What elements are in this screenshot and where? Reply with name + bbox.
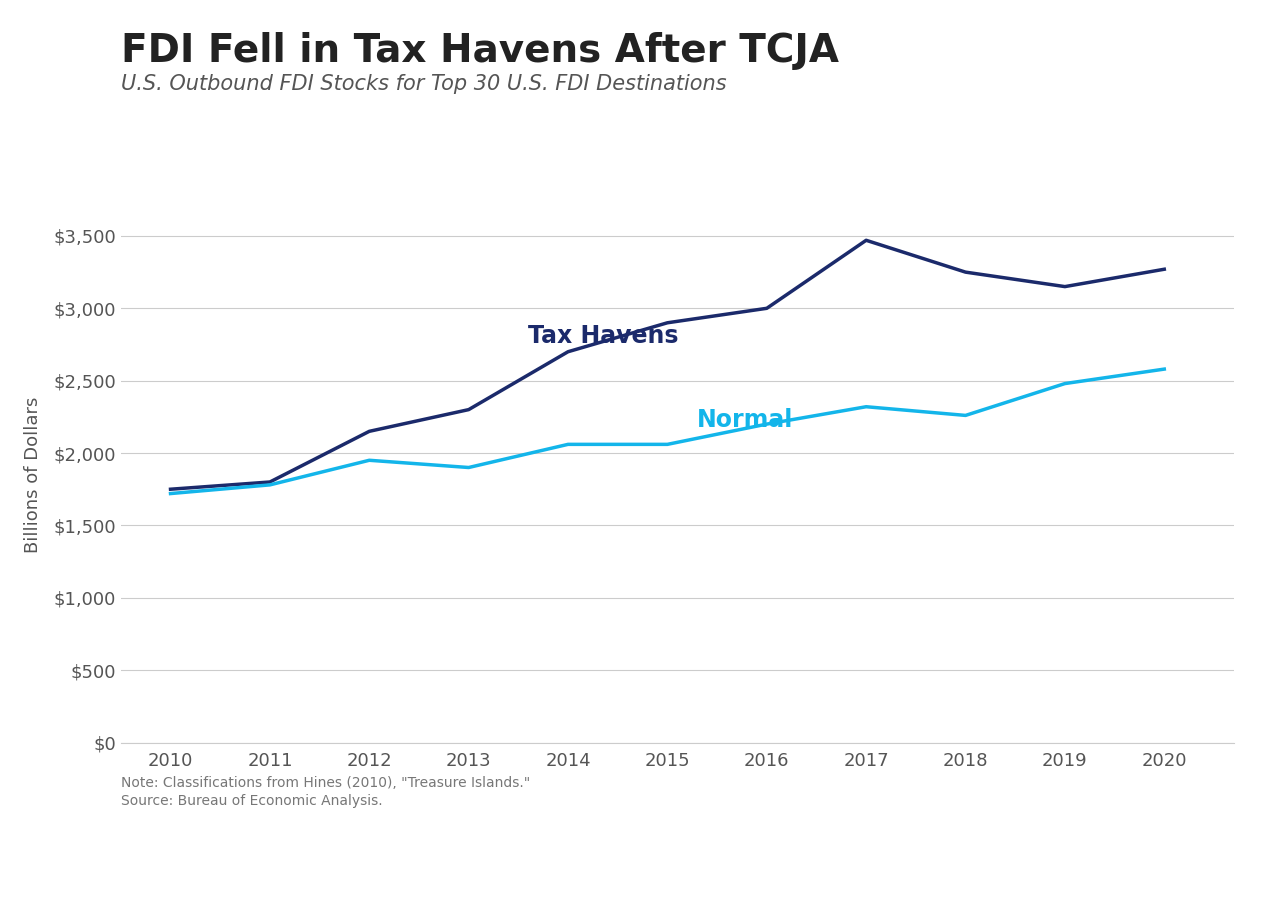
Text: Normal: Normal — [697, 408, 794, 432]
Text: Source: Bureau of Economic Analysis.: Source: Bureau of Economic Analysis. — [121, 794, 383, 808]
Y-axis label: Billions of Dollars: Billions of Dollars — [24, 397, 42, 553]
Text: FDI Fell in Tax Havens After TCJA: FDI Fell in Tax Havens After TCJA — [121, 32, 838, 69]
Text: TAX FOUNDATION: TAX FOUNDATION — [23, 857, 216, 876]
Text: @TaxFoundation: @TaxFoundation — [1068, 857, 1249, 876]
Text: U.S. Outbound FDI Stocks for Top 30 U.S. FDI Destinations: U.S. Outbound FDI Stocks for Top 30 U.S.… — [121, 74, 726, 94]
Text: Tax Havens: Tax Havens — [528, 324, 679, 348]
Text: Note: Classifications from Hines (2010), "Treasure Islands.": Note: Classifications from Hines (2010),… — [121, 776, 530, 790]
